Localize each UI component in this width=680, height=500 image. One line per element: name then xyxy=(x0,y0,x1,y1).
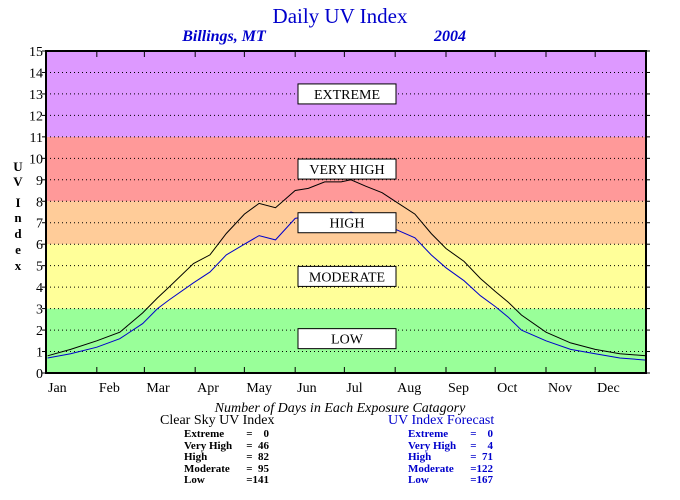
stat-value: =167 xyxy=(470,474,493,486)
y-axis-label-letter: x xyxy=(15,258,22,273)
stat-label: Low xyxy=(408,474,429,486)
y-tick-label: 3 xyxy=(36,303,43,318)
band-label-box xyxy=(297,328,397,350)
clear-sky-title: Clear Sky UV Index xyxy=(160,413,275,428)
chart-title: Daily UV Index xyxy=(273,4,408,28)
stat-value: = 82 xyxy=(246,451,269,463)
band-label: EXTREME xyxy=(297,83,397,105)
table-row: High = 82 xyxy=(184,451,269,464)
stat-value: = 0 xyxy=(470,428,493,440)
y-tick-label: 9 xyxy=(36,174,43,189)
band-label-box xyxy=(297,83,397,105)
y-axis-label-letter: n xyxy=(14,210,22,225)
stats-caption: Number of Days in Each Exposure Catagory xyxy=(214,401,466,416)
table-row: High = 71 xyxy=(408,451,493,464)
stat-label: Very High xyxy=(408,439,457,452)
stat-value: = 4 xyxy=(470,439,493,452)
x-tick-label: Jan xyxy=(48,381,67,396)
table-row: Moderate =122 xyxy=(408,462,493,476)
table-row: Extreme = 0 xyxy=(184,428,269,441)
x-tick-label: Jul xyxy=(346,381,362,396)
x-tick-label: Feb xyxy=(99,381,120,396)
x-tick-label: Jun xyxy=(297,381,316,396)
stat-label: Extreme xyxy=(184,428,225,440)
chart-year: 2004 xyxy=(433,28,466,45)
band-label: LOW xyxy=(297,328,397,350)
stat-value: = 0 xyxy=(246,428,269,440)
forecast-stats: UV Index Forecast Extreme = 0 Very High = … xyxy=(388,414,494,487)
y-tick-label: 10 xyxy=(29,152,43,167)
x-tick-label: Dec xyxy=(597,381,620,396)
band-label-text: HIGH xyxy=(330,217,365,232)
stat-label: Moderate xyxy=(184,462,230,475)
y-tick-label: 1 xyxy=(36,346,43,361)
chart-location: Billings, MT xyxy=(181,28,267,45)
band-label-box xyxy=(297,212,397,234)
clear-sky-stats: Clear Sky UV Index Extreme = 0 Very High =… xyxy=(160,414,274,487)
y-tick-label: 0 xyxy=(36,367,43,382)
y-axis-label-letter: U xyxy=(13,159,23,174)
stat-value: =141 xyxy=(246,474,269,486)
band-label-text: EXTREME xyxy=(314,88,380,103)
stat-label: Very High xyxy=(184,439,233,452)
band-label-text: LOW xyxy=(331,333,364,348)
table-row: Moderate = 95 xyxy=(184,462,269,476)
band-label-box xyxy=(297,158,397,180)
stat-value: = 95 xyxy=(246,462,269,475)
x-tick-label: Apr xyxy=(197,381,219,396)
band-label-text: VERY HIGH xyxy=(309,163,384,178)
x-tick-label: Sep xyxy=(448,381,469,396)
y-tick-label: 7 xyxy=(36,217,43,232)
series-line xyxy=(47,179,647,357)
table-row: Very High = 46 xyxy=(184,439,269,453)
band-label-text: MODERATE xyxy=(309,270,385,285)
band-label-box xyxy=(297,265,397,287)
band-labels: LOW MODERATE HIGH VERY HIGH EXTREME xyxy=(297,83,397,350)
y-tick-label: 4 xyxy=(36,281,43,296)
y-tick-label: 8 xyxy=(36,195,43,210)
stat-label: High xyxy=(184,451,208,463)
y-tick-label: 12 xyxy=(29,109,43,124)
y-tick-label: 13 xyxy=(29,88,43,103)
table-row: Very High = 4 xyxy=(408,439,493,453)
y-axis-label-letter: d xyxy=(14,226,22,241)
x-tick-label: Aug xyxy=(397,381,421,396)
table-row: Low =141 xyxy=(184,474,269,487)
x-axis-ticks: Jan Feb Mar Apr May Jun Jul Aug Sep Oct Nov Dec xyxy=(45,51,620,396)
forecast-table: Extreme = 0 Very High = 4 High = 71 Moderat… xyxy=(408,428,493,487)
y-tick-label: 15 xyxy=(29,45,43,60)
stat-value: = 46 xyxy=(246,439,269,452)
x-tick-label: Mar xyxy=(146,381,170,396)
plot-frame xyxy=(45,50,647,374)
stat-value: =122 xyxy=(470,462,493,475)
y-tick-label: 14 xyxy=(29,66,43,81)
y-tick-label: 6 xyxy=(36,238,43,253)
y-axis-label-letter: I xyxy=(15,195,20,210)
x-tick-label: May xyxy=(246,381,272,396)
stat-label: Extreme xyxy=(408,428,449,440)
stat-value: = 71 xyxy=(470,451,493,463)
band-label: VERY HIGH xyxy=(297,158,397,180)
x-tick-label: Oct xyxy=(497,381,517,396)
band-label: MODERATE xyxy=(297,265,397,287)
y-tick-label: 2 xyxy=(36,324,43,339)
stat-label: High xyxy=(408,451,432,463)
table-row: Low =167 xyxy=(408,474,493,487)
stat-label: Low xyxy=(184,474,205,486)
y-axis-label-letter: e xyxy=(15,242,21,257)
forecast-title: UV Index Forecast xyxy=(388,413,495,428)
x-tick-label: Nov xyxy=(548,381,572,396)
y-axis-label-letter: V xyxy=(13,174,23,189)
y-tick-label: 11 xyxy=(30,131,43,146)
y-tick-label: 5 xyxy=(36,260,43,275)
table-row: Extreme = 0 xyxy=(408,428,493,441)
stat-label: Moderate xyxy=(408,462,454,475)
band-label: HIGH xyxy=(297,212,397,234)
clear-sky-table: Extreme = 0 Very High = 46 High = 82 Modera… xyxy=(184,428,269,487)
